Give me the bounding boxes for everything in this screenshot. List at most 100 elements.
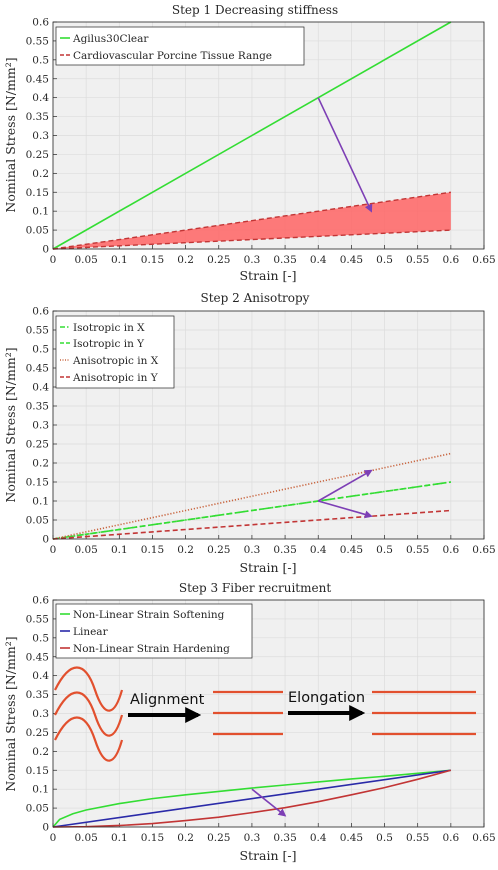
legend-label-porcine: Cardiovascular Porcine Tissue Range (73, 50, 272, 62)
legend-box (55, 603, 253, 659)
y-tick-label: 0.55 (26, 325, 49, 337)
wavy-fiber-3 (54, 716, 124, 762)
legend-label-iso-x: Isotropic in X (73, 322, 145, 334)
x-tick-label: 0.25 (207, 544, 230, 556)
legend-label-hardening: Non-Linear Strain Hardening (73, 643, 230, 655)
x-tick-label: 0.1 (111, 544, 128, 556)
purple-arrow (317, 97, 373, 213)
x-tick-label: 0.3 (244, 832, 261, 844)
y-tick-label: 0.05 (26, 225, 49, 237)
y-tick-label: 0 (42, 822, 49, 834)
y-tick-label: 0.35 (26, 111, 49, 123)
x-tick-label: 0.65 (472, 544, 495, 556)
series-layer (52, 452, 452, 540)
y-tick-label: 0.1 (32, 496, 49, 508)
wavy-fiber-2 (54, 691, 124, 737)
y-tick-label: 0.2 (32, 746, 49, 758)
x-tick-label: 0.3 (244, 544, 261, 556)
x-tick-label: 0.65 (472, 254, 495, 266)
chart-title: Step 3 Fiber recruitment (179, 581, 331, 595)
y-tick-label: 0.5 (32, 344, 49, 356)
x-axis-label: Strain [-] (239, 560, 296, 575)
x-tick-label: 0 (50, 254, 57, 266)
wavy-fiber-1 (54, 666, 124, 712)
plot-frame (52, 21, 485, 250)
x-tick-label: 0.5 (376, 544, 393, 556)
x-tick-label: 0.15 (141, 544, 164, 556)
legend-box (55, 26, 305, 66)
y-tick-label: 0.3 (32, 130, 49, 142)
y-tick-labels: 0 0.05 0.1 0.15 0.2 0.25 0.3 0.35 0.4 0.45 0.5 0.55… (26, 17, 50, 256)
x-tick-label: 0.05 (74, 544, 97, 556)
y-tick-label: 0.15 (26, 765, 49, 777)
y-tick-label: 0.05 (26, 515, 49, 527)
y-tick-label: 0.35 (26, 401, 49, 413)
y-tick-label: 0 (42, 534, 49, 546)
x-tick-label: 0.1 (111, 832, 128, 844)
y-tick-label: 0.4 (32, 382, 49, 394)
x-tick-label: 0 (50, 832, 57, 844)
y-tick-labels: 0 0.05 0.1 0.15 0.2 0.25 0.3 0.35 0.4 0.45 0.5 0.55… (26, 306, 50, 546)
x-tick-label: 0.4 (310, 544, 327, 556)
y-tick-label: 0.1 (32, 784, 49, 796)
legend-label-softening: Non-Linear Strain Softening (73, 609, 225, 621)
chart-title: Step 2 Anisotropy (201, 291, 310, 305)
legend: Non-Linear Strain Softening Linear Non-L… (55, 603, 253, 659)
x-axis-label: Strain [-] (239, 268, 296, 283)
panel-step2: Step 2 Anisotropy 0 0.05 0.1 0.15 0.2 0.25 0.3… (3, 291, 496, 575)
y-tick-label: 0.3 (32, 708, 49, 720)
x-tick-label: 0.45 (340, 254, 363, 266)
y-axis-label: Nominal Stress [N/mm²] (3, 636, 18, 791)
x-tick-label: 0.6 (442, 544, 459, 556)
x-tick-label: 0.2 (177, 254, 194, 266)
series-layer (52, 769, 452, 828)
y-tick-label: 0.4 (32, 670, 49, 682)
x-tick-label: 0.1 (111, 254, 128, 266)
x-tick-label: 0.5 (376, 832, 393, 844)
y-tick-label: 0.2 (32, 458, 49, 470)
y-tick-label: 0.6 (32, 306, 49, 318)
y-tick-label: 0.6 (32, 595, 49, 607)
series-line-0 (52, 769, 451, 828)
y-tick-label: 0.25 (26, 727, 49, 739)
x-tick-label: 0.35 (273, 832, 296, 844)
x-tick-label: 0.15 (141, 254, 164, 266)
series-line-3 (52, 509, 451, 540)
series-line-1 (52, 481, 451, 540)
x-tick-label: 0 (50, 544, 57, 556)
x-tick-label: 0.55 (406, 544, 429, 556)
legend-label-linear: Linear (73, 626, 109, 638)
x-tick-label: 0.35 (273, 544, 296, 556)
x-axis-label: Strain [-] (239, 848, 296, 863)
y-tick-label: 0.45 (26, 363, 49, 375)
x-tick-label: 0.45 (340, 544, 363, 556)
series-line-2 (52, 452, 452, 540)
x-tick-label: 0.15 (141, 832, 164, 844)
y-tick-label: 0.4 (32, 92, 49, 104)
x-tick-label: 0.55 (406, 254, 429, 266)
plot-frame (52, 310, 485, 540)
x-tick-label: 0.45 (340, 832, 363, 844)
y-axis-label: Nominal Stress [N/mm²] (3, 57, 18, 212)
y-tick-label: 0.3 (32, 420, 49, 432)
panel-step1: Step 1 Decreasing stiffness 0 0.05 0.1 0.15… (3, 3, 496, 283)
y-tick-label: 0.25 (26, 149, 49, 161)
y-tick-label: 0.05 (26, 803, 49, 815)
purple-arrow (318, 500, 373, 519)
legend: Isotropic in X Isotropic in Y Anisotropi… (55, 315, 175, 389)
legend-label-aniso-x: Anisotropic in X (72, 355, 159, 367)
y-tick-label: 0.25 (26, 439, 49, 451)
series-layer (52, 21, 452, 250)
y-tick-label: 0.55 (26, 613, 49, 625)
fiber-illustration: Alignment Elongation (54, 666, 476, 762)
x-tick-label: 0.35 (273, 254, 296, 266)
x-tick-label: 0.25 (207, 254, 230, 266)
legend-box (55, 315, 175, 389)
legend-label-agilus: Agilus30Clear (72, 33, 149, 45)
x-tick-label: 0.05 (74, 254, 97, 266)
x-tick-label: 0.2 (177, 832, 194, 844)
x-tick-label: 0.6 (442, 832, 459, 844)
y-tick-label: 0.55 (26, 35, 49, 47)
y-tick-label: 0 (42, 244, 49, 256)
x-tick-label: 0.25 (207, 832, 230, 844)
